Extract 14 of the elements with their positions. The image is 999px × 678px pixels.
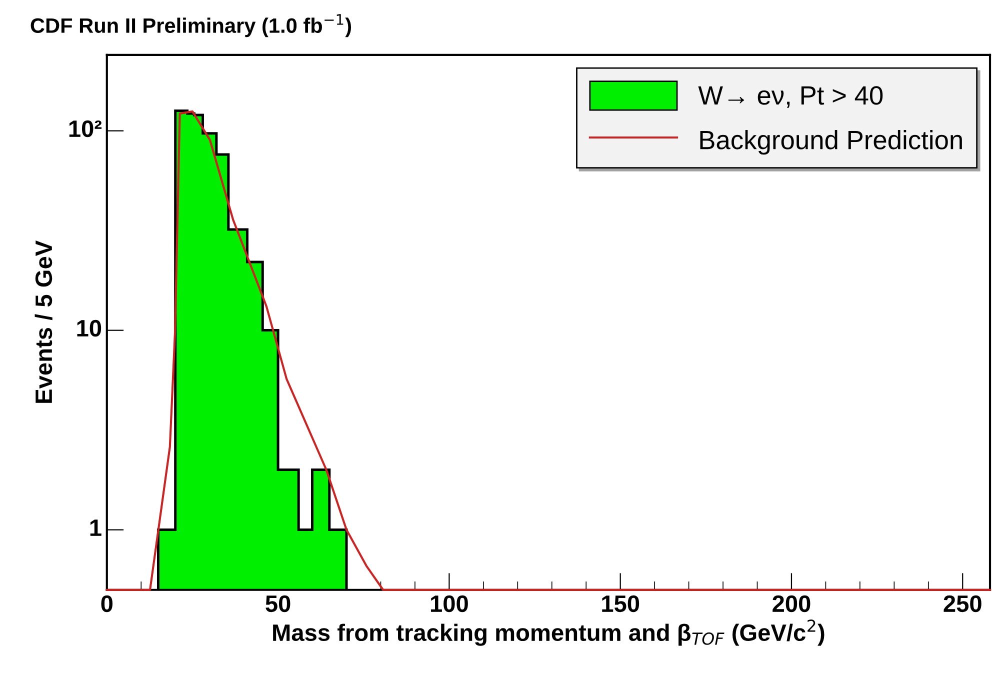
- y-tick-label: 10²: [69, 120, 102, 138]
- x-axis-title: Mass from tracking momentum and β$_{TOF}$ (GeV/c$^{2}$): [273, 620, 824, 646]
- x-tick-label: 200: [772, 595, 810, 612]
- x-tick-label: 150: [602, 595, 640, 612]
- y-tick-label: 1: [90, 520, 102, 536]
- legend-label: W→ eν, Pt > 40: [698, 86, 883, 108]
- x-tick-label: 100: [430, 595, 468, 612]
- x-tick-label: 250: [944, 595, 982, 612]
- legend-label: Background Prediction: [700, 130, 962, 155]
- y-tick-label: 10: [77, 320, 102, 337]
- x-tick-label: 0: [101, 595, 112, 612]
- x-tick-label: 50: [266, 595, 290, 612]
- chart-title: CDF Run II Preliminary (1.0 fb$^{−1}$): [30, 14, 352, 38]
- y-axis-title: Events / 5 GeV: [34, 240, 52, 403]
